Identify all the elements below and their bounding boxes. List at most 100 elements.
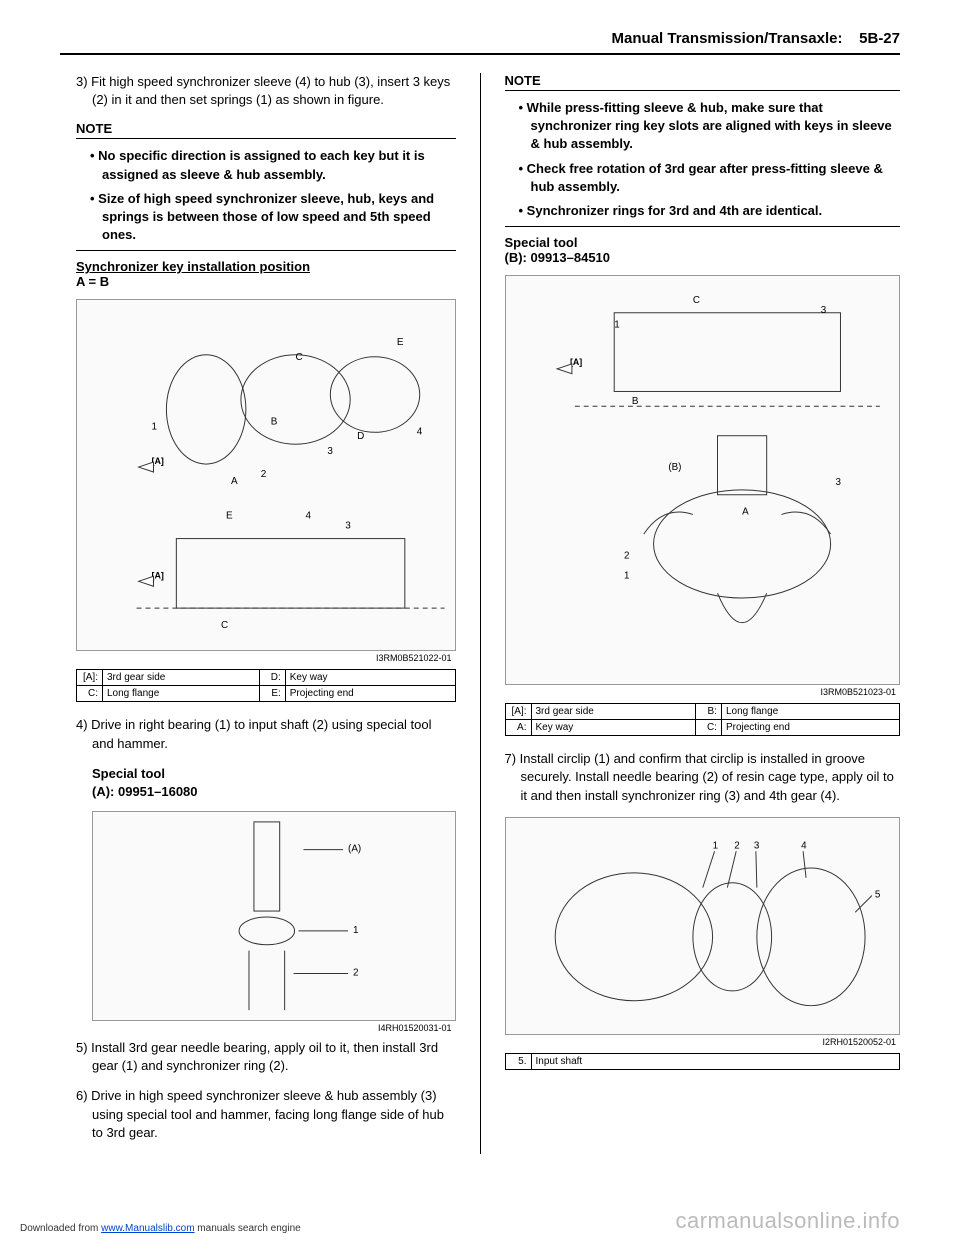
legend-val: Key way xyxy=(285,670,455,686)
bullet-right-1: • Check free rotation of 3rd gear after … xyxy=(505,160,901,196)
special-tool-b: (B): 09913–84510 xyxy=(505,250,901,265)
figure-3: [A] 1 C 3 B (B) A 3 2 xyxy=(505,275,901,703)
step-6: 6) Drive in high speed synchronizer slee… xyxy=(60,1087,456,1142)
figure-3-image: [A] 1 C 3 B (B) A 3 2 xyxy=(505,275,901,685)
figure-2-image: (A) 1 2 xyxy=(92,811,456,1021)
legend-val: Long flange xyxy=(103,686,260,702)
legend-val: 3rd gear side xyxy=(531,704,695,720)
left-column: 3) Fit high speed synchronizer sleeve (4… xyxy=(60,73,456,1154)
column-divider xyxy=(480,73,481,1154)
footer-prefix: Downloaded from xyxy=(20,1223,101,1234)
legend-val: Key way xyxy=(531,720,695,736)
legend-val: Projecting end xyxy=(721,720,899,736)
svg-text:A: A xyxy=(231,476,238,487)
figure-1-image: 1 [A] A 2 B C 3 D E 4 [A] xyxy=(76,299,456,651)
bullet-right-0-text: While press-fitting sleeve & hub, make s… xyxy=(527,100,892,151)
page-footer: Downloaded from www.Manualslib.com manua… xyxy=(20,1208,900,1234)
svg-text:2: 2 xyxy=(261,469,267,480)
svg-text:3: 3 xyxy=(345,521,351,532)
table-row: C: Long flange E: Projecting end xyxy=(77,686,456,702)
svg-text:(A): (A) xyxy=(348,844,361,855)
step-5: 5) Install 3rd gear needle bearing, appl… xyxy=(60,1039,456,1075)
legend-key: E: xyxy=(259,686,285,702)
figure-3-svg: [A] 1 C 3 B (B) A 3 2 xyxy=(506,276,900,684)
note-rule-bottom-right xyxy=(505,226,901,227)
note-heading-right: NOTE xyxy=(505,73,901,88)
bullet-left-1-text: Size of high speed synchronizer sleeve, … xyxy=(98,191,434,242)
svg-text:B: B xyxy=(271,417,278,428)
figure-1-legend: [A]: 3rd gear side D: Key way C: Long fl… xyxy=(76,669,456,702)
figure-4-caption: I2RH01520052-01 xyxy=(505,1035,901,1053)
figure-1: 1 [A] A 2 B C 3 D E 4 [A] xyxy=(76,299,456,669)
svg-text:A: A xyxy=(742,507,749,518)
content-columns: 3) Fit high speed synchronizer sleeve (4… xyxy=(60,73,900,1154)
svg-text:3: 3 xyxy=(835,477,841,488)
figure-1-svg: 1 [A] A 2 B C 3 D E 4 [A] xyxy=(77,300,455,650)
svg-text:1: 1 xyxy=(624,571,629,582)
svg-text:E: E xyxy=(397,337,404,348)
special-tool-label-left: Special tool xyxy=(60,765,456,783)
page-header: Manual Transmission/Transaxle: 5B-27 xyxy=(60,30,900,55)
footer-left: Downloaded from www.Manualslib.com manua… xyxy=(20,1223,301,1234)
figure-2-svg: (A) 1 2 xyxy=(93,812,455,1020)
special-tool-a: (A): 09951–16080 xyxy=(60,783,456,801)
bullet-right-2: • Synchronizer rings for 3rd and 4th are… xyxy=(505,202,901,220)
svg-text:2: 2 xyxy=(624,551,629,562)
figure-4-legend: 5. Input shaft xyxy=(505,1053,901,1070)
svg-text:5: 5 xyxy=(874,889,880,900)
table-row: [A]: 3rd gear side D: Key way xyxy=(77,670,456,686)
table-row: [A]: 3rd gear side B: Long flange xyxy=(505,704,900,720)
svg-text:1: 1 xyxy=(614,320,619,331)
step-3: 3) Fit high speed synchronizer sleeve (4… xyxy=(60,73,456,109)
svg-text:C: C xyxy=(692,295,699,306)
figure-2-caption: I4RH01520031-01 xyxy=(92,1021,456,1039)
legend-val: Long flange xyxy=(721,704,899,720)
figure-4: 1 2 3 4 5 I2RH01520052-01 xyxy=(505,817,901,1053)
bullet-right-0: • While press-fitting sleeve & hub, make… xyxy=(505,99,901,154)
svg-text:4: 4 xyxy=(305,511,311,522)
step-7: 7) Install circlip (1) and confirm that … xyxy=(505,750,901,805)
svg-text:(B): (B) xyxy=(668,462,681,473)
bullet-left-0: • No specific direction is assigned to e… xyxy=(60,147,456,183)
figure-3-caption: I3RM0B521023-01 xyxy=(505,685,901,703)
legend-key: C: xyxy=(77,686,103,702)
footer-link[interactable]: www.Manualslib.com xyxy=(101,1223,194,1234)
svg-text:4: 4 xyxy=(417,427,423,438)
figure-4-svg: 1 2 3 4 5 xyxy=(506,818,900,1034)
page-code: 5B-27 xyxy=(859,30,900,47)
svg-text:3: 3 xyxy=(753,840,759,851)
bullet-right-2-text: Synchronizer rings for 3rd and 4th are i… xyxy=(527,203,822,218)
legend-val: Input shaft xyxy=(531,1053,900,1069)
figure-3-legend: [A]: 3rd gear side B: Long flange A: Key… xyxy=(505,703,901,736)
svg-text:3: 3 xyxy=(820,305,826,316)
note-rule-top-left xyxy=(76,138,456,139)
footer-suffix: manuals search engine xyxy=(195,1223,301,1234)
page: Manual Transmission/Transaxle: 5B-27 3) … xyxy=(0,0,960,1242)
legend-key: B: xyxy=(695,704,721,720)
legend-key: D: xyxy=(259,670,285,686)
sync-heading: Synchronizer key installation position xyxy=(60,259,456,274)
sync-eq: A = B xyxy=(60,274,456,289)
note-heading-left: NOTE xyxy=(60,121,456,136)
legend-key: 5. xyxy=(505,1053,531,1069)
right-column: NOTE • While press-fitting sleeve & hub,… xyxy=(505,73,901,1154)
figure-2: (A) 1 2 I4RH01520031-01 xyxy=(92,811,456,1039)
bullet-left-0-text: No specific direction is assigned to eac… xyxy=(98,148,425,181)
svg-text:4: 4 xyxy=(801,840,807,851)
svg-text:E: E xyxy=(226,511,233,522)
note-rule-bottom-left xyxy=(76,250,456,251)
svg-text:C: C xyxy=(221,620,228,631)
svg-text:1: 1 xyxy=(353,925,359,936)
svg-text:D: D xyxy=(357,432,364,443)
bullet-left-1: • Size of high speed synchronizer sleeve… xyxy=(60,190,456,245)
svg-text:2: 2 xyxy=(353,967,359,978)
note-rule-top-right xyxy=(505,90,901,91)
svg-text:3: 3 xyxy=(327,446,333,457)
special-tool-label-right: Special tool xyxy=(505,235,901,250)
figure-4-image: 1 2 3 4 5 xyxy=(505,817,901,1035)
legend-val: Projecting end xyxy=(285,686,455,702)
legend-key: A: xyxy=(505,720,531,736)
legend-val: 3rd gear side xyxy=(103,670,260,686)
svg-text:1: 1 xyxy=(152,422,158,433)
bullet-right-1-text: Check free rotation of 3rd gear after pr… xyxy=(527,161,883,194)
